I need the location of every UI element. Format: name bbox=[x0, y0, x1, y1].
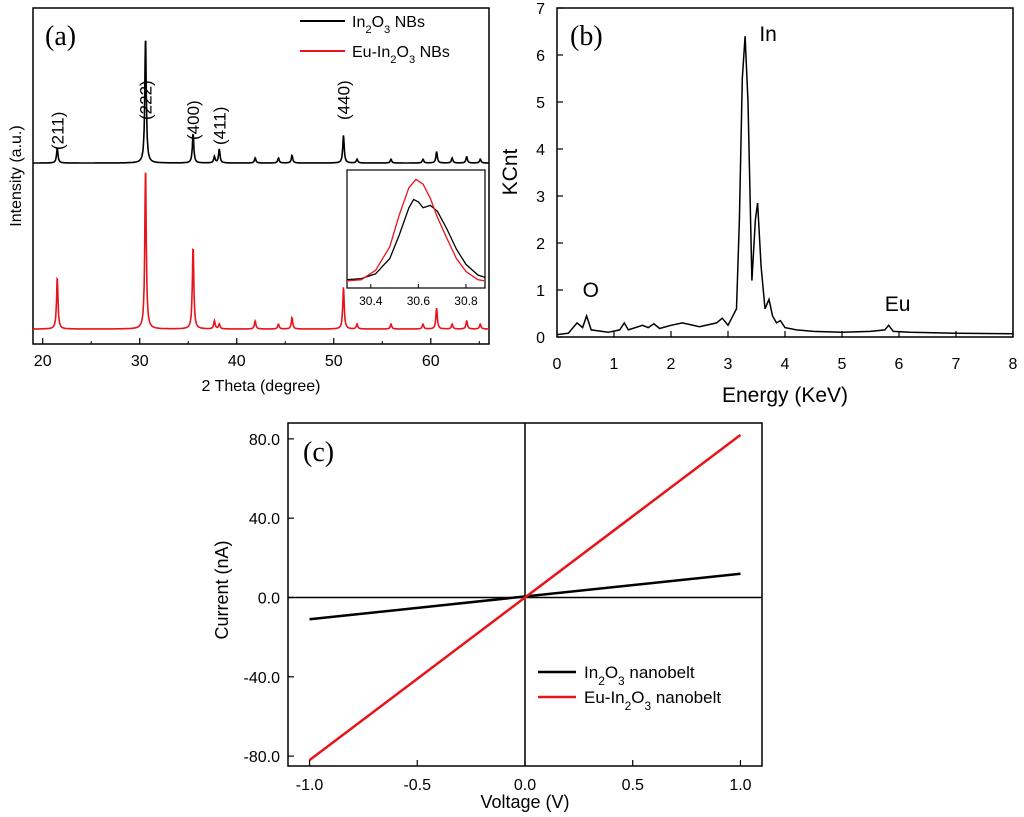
x-axis-title: Energy (KeV) bbox=[722, 384, 848, 407]
panel-b-eds-chart: 0 1 2 3 4 5 6 7 8 0 1 2 3 4 5 6 7 Energy (KeV) KCnt In O Eu (b… bbox=[499, 1, 1018, 407]
subscript: 3 bbox=[384, 24, 390, 36]
y-tick-label: 0.0 bbox=[258, 590, 280, 607]
inset-frame bbox=[346, 169, 486, 289]
inset-x-tick-label: 30.6 bbox=[407, 294, 431, 308]
x-tick-label: 1 bbox=[610, 356, 619, 373]
y-tick-label: 1 bbox=[536, 283, 545, 300]
x-tick-label: 6 bbox=[895, 356, 904, 373]
plot-frame bbox=[556, 7, 1014, 338]
x-tick-label: 7 bbox=[952, 356, 961, 373]
x-tick-label: -0.5 bbox=[403, 777, 431, 794]
x-axis-title: 2 Theta (degree) bbox=[202, 378, 321, 395]
x-tick-label: 2 bbox=[667, 356, 676, 373]
plot-frame bbox=[32, 7, 490, 345]
x-tick-label: 3 bbox=[724, 356, 733, 373]
panel-label-b: (b) bbox=[570, 21, 603, 52]
text-run: Eu-In bbox=[352, 44, 390, 61]
x-tick-label: 4 bbox=[781, 356, 790, 373]
peak-label: (211) bbox=[48, 112, 67, 150]
text-run: O bbox=[372, 14, 384, 31]
subscript: 3 bbox=[645, 699, 652, 713]
subscript: 2 bbox=[365, 24, 371, 36]
subscript: 2 bbox=[598, 674, 605, 688]
subscript: 3 bbox=[618, 674, 625, 688]
subscript: 2 bbox=[625, 699, 632, 713]
x-tick-label: 5 bbox=[838, 356, 847, 373]
eds-spectrum-line bbox=[556, 36, 1014, 336]
y-tick-label: 5 bbox=[536, 95, 545, 112]
x-tick-label: -1.0 bbox=[296, 777, 324, 794]
text-run: O bbox=[605, 663, 618, 682]
text-run: O bbox=[631, 688, 644, 707]
y-tick-label: 3 bbox=[536, 189, 545, 206]
text-run: O bbox=[396, 44, 408, 61]
x-tick-label: 30 bbox=[131, 353, 149, 370]
x-tick-label: 8 bbox=[1009, 356, 1018, 373]
x-tick-label: 50 bbox=[325, 353, 343, 370]
x-tick-label: 0.5 bbox=[622, 777, 644, 794]
y-tick-label: 40.0 bbox=[249, 511, 280, 528]
panel-label-c: (c) bbox=[303, 437, 334, 468]
peak-label: (400) bbox=[184, 100, 203, 140]
peak-label: (411) bbox=[210, 107, 229, 145]
y-axis-title: KCnt bbox=[499, 148, 522, 195]
y-tick-label: -40.0 bbox=[244, 670, 281, 687]
text-run: nanobelt bbox=[651, 688, 721, 707]
peak-label: (440) bbox=[334, 80, 353, 120]
y-tick-label: 4 bbox=[536, 142, 545, 159]
peak-label: (222) bbox=[137, 80, 156, 120]
inset-series-line-1 bbox=[346, 178, 486, 282]
y-axis-title: Current (nA) bbox=[212, 540, 232, 639]
y-tick-label: 7 bbox=[536, 1, 545, 18]
y-tick-label: 0 bbox=[536, 330, 545, 347]
iv-series-line-1 bbox=[308, 433, 742, 762]
x-tick-label: 1.0 bbox=[729, 777, 751, 794]
x-axis-title: Voltage (V) bbox=[480, 792, 569, 812]
xrd-series-line-0 bbox=[33, 40, 489, 164]
subscript: 2 bbox=[390, 54, 396, 66]
legend-label: In2O3 nanobelt bbox=[584, 663, 695, 688]
inset-x-tick-label: 30.8 bbox=[454, 294, 478, 308]
legend-label: Eu-In2O3 NBs bbox=[352, 44, 450, 66]
y-tick-label: -80.0 bbox=[244, 749, 281, 766]
text-run: In bbox=[584, 663, 598, 682]
legend-label: In2O3 NBs bbox=[352, 14, 425, 36]
inset-series-line-0 bbox=[346, 198, 486, 281]
y-tick-label: 2 bbox=[536, 236, 545, 253]
x-tick-label: 40 bbox=[228, 353, 246, 370]
legend-label: Eu-In2O3 nanobelt bbox=[584, 688, 721, 713]
text-run: In bbox=[352, 14, 365, 31]
y-axis-title: Intensity (a.u.) bbox=[8, 125, 25, 226]
y-tick-label: 80.0 bbox=[249, 432, 280, 449]
text-run: NBs bbox=[390, 14, 425, 31]
x-tick-label: 20 bbox=[34, 353, 52, 370]
x-tick-label: 60 bbox=[422, 353, 440, 370]
element-annotation: In bbox=[759, 23, 777, 46]
text-run: NBs bbox=[415, 44, 450, 61]
panel-a-xrd-chart: 20 30 40 50 60 2 Theta (degree) Intensity (a.u… bbox=[8, 7, 490, 395]
inset-x-tick-label: 30.4 bbox=[359, 294, 383, 308]
element-annotation: O bbox=[583, 279, 599, 302]
panel-c-iv-chart: -1.0 -0.5 0.0 0.5 1.0 -80.0 -40.0 0.0 40.0 80.0 Vo… bbox=[212, 422, 763, 812]
panel-label-a: (a) bbox=[45, 21, 76, 52]
text-run: Eu-In bbox=[584, 688, 625, 707]
y-tick-label: 6 bbox=[536, 48, 545, 65]
xrd-series-line-1 bbox=[33, 172, 489, 330]
text-run: nanobelt bbox=[625, 663, 695, 682]
x-tick-label: 0.0 bbox=[514, 777, 536, 794]
subscript: 3 bbox=[409, 54, 415, 66]
element-annotation: Eu bbox=[885, 293, 911, 316]
x-tick-label: 0 bbox=[553, 356, 562, 373]
